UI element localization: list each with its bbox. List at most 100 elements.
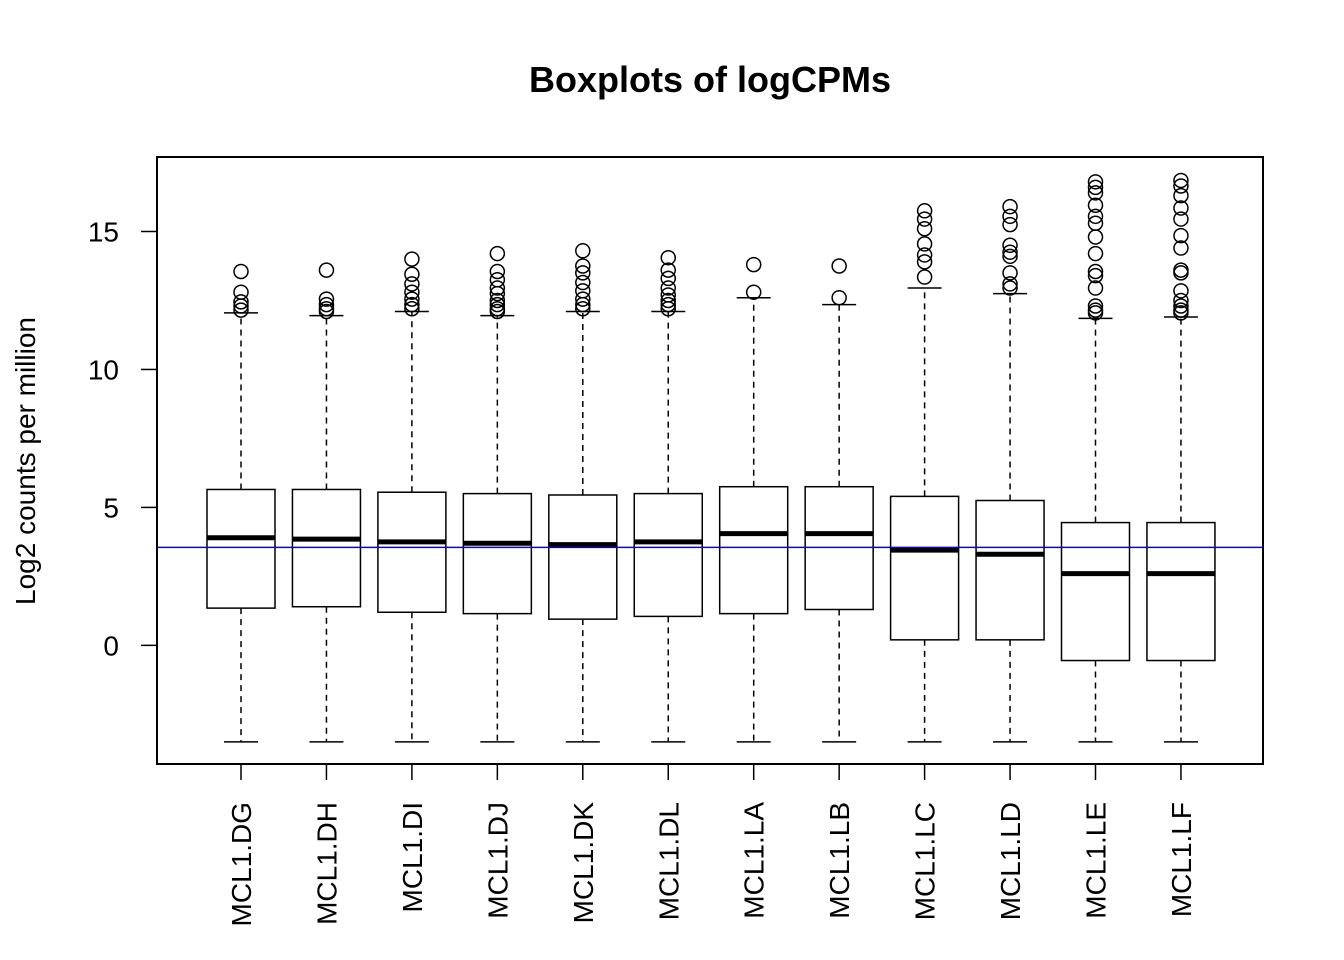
outlier-point: [489, 272, 506, 288]
category-label: MCL1.LE: [1081, 802, 1112, 919]
y-tick-label: 0: [103, 630, 119, 661]
outlier-point: [1173, 211, 1189, 227]
outlier-point: [745, 284, 762, 300]
outlier-point: [916, 220, 933, 237]
outlier-point: [233, 302, 249, 318]
outlier-point: [1087, 263, 1104, 280]
outlier-point: [1002, 198, 1018, 215]
outlier-point: [1173, 227, 1189, 244]
outlier-point: [489, 292, 506, 309]
box-mcl1-dl: [633, 249, 703, 743]
outlier-point: [489, 301, 506, 317]
outlier-point: [1087, 174, 1104, 190]
box-mcl1-dh: [291, 262, 362, 743]
outlier-point: [660, 280, 676, 296]
outlier-point: [575, 301, 591, 317]
outlier-point: [1173, 298, 1189, 314]
outlier-point: [489, 263, 506, 280]
box-body: [377, 491, 447, 614]
outlier-point: [489, 296, 506, 313]
outlier-point: [916, 211, 933, 227]
outlier-point: [916, 203, 933, 219]
outlier-point: [1087, 245, 1104, 262]
outlier-point: [575, 274, 591, 291]
outlier-point: [1087, 280, 1104, 296]
outlier-point: [1173, 292, 1189, 309]
box-mcl1-dg: [206, 263, 276, 743]
outlier-point: [575, 258, 591, 274]
outlier-point: [575, 283, 591, 299]
category-label: MCL1.DK: [568, 802, 599, 924]
outlier-point: [575, 291, 591, 307]
category-label: MCL1.DL: [653, 802, 684, 920]
y-tick-label: 5: [103, 492, 119, 523]
outlier-point: [1173, 200, 1189, 216]
y-axis: 0 5 10 15: [88, 216, 157, 661]
outlier-point: [489, 245, 506, 262]
outlier-point: [1087, 267, 1104, 284]
outlier-point: [489, 280, 506, 296]
outlier-point: [1173, 262, 1189, 278]
outlier-point: [1173, 302, 1189, 318]
outlier-point: [745, 256, 762, 273]
y-tick-label: 15: [88, 216, 119, 247]
outlier-point: [831, 258, 847, 274]
outlier-point: [318, 262, 335, 278]
box-mcl1-di: [377, 251, 447, 743]
outlier-point: [318, 291, 335, 307]
outlier-point: [1087, 185, 1104, 201]
outlier-point: [1002, 208, 1018, 225]
outlier-point: [1002, 216, 1018, 233]
box-group: [206, 172, 1216, 743]
outlier-point: [1002, 280, 1018, 296]
box-body: [1060, 521, 1131, 662]
box-mcl1-lf: [1146, 172, 1216, 743]
outlier-point: [318, 301, 335, 317]
category-label: MCL1.DI: [397, 802, 428, 912]
box-body: [889, 495, 960, 641]
outlier-point: [575, 265, 591, 281]
outlier-point: [1002, 265, 1018, 281]
box-body: [1146, 521, 1216, 662]
y-axis-label: Log2 counts per million: [10, 317, 41, 605]
category-label: MCL1.LB: [824, 802, 855, 919]
outlier-point: [1087, 302, 1104, 318]
outlier-point: [1087, 298, 1104, 314]
box-mcl1-lb: [804, 258, 874, 743]
outlier-point: [660, 249, 676, 266]
outlier-point: [1173, 178, 1189, 194]
outlier-point: [1002, 248, 1018, 265]
outlier-point: [1002, 244, 1018, 260]
outlier-point: [916, 254, 933, 270]
outlier-point: [1173, 283, 1189, 299]
outlier-point: [916, 236, 933, 252]
outlier-point: [404, 296, 420, 313]
box-body: [462, 492, 533, 615]
chart-title: Boxplots of logCPMs: [529, 59, 891, 100]
outlier-point: [404, 284, 420, 300]
outlier-point: [1087, 215, 1104, 231]
category-label: MCL1.LA: [739, 802, 770, 919]
box-body: [633, 492, 703, 618]
category-label: MCL1.DG: [226, 802, 257, 926]
outlier-point: [660, 296, 676, 313]
outlier-point: [1002, 237, 1018, 254]
outlier-point: [1087, 197, 1104, 214]
outlier-point: [233, 284, 249, 300]
category-label: MCL1.LC: [910, 802, 941, 920]
box-mcl1-dj: [462, 245, 533, 743]
outlier-point: [575, 243, 591, 259]
box-body: [206, 488, 276, 609]
category-label: MCL1.LF: [1166, 802, 1197, 917]
outlier-point: [318, 296, 335, 313]
outlier-point: [1173, 240, 1189, 256]
x-axis: MCL1.DG MCL1.DH MCL1.DI MCL1.DJ MCL1.DK MCL1.…: [226, 764, 1197, 926]
outlier-point: [404, 251, 420, 267]
outlier-point: [660, 292, 676, 309]
category-label: MCL1.DJ: [482, 802, 513, 919]
outlier-point: [1087, 208, 1104, 225]
box-mcl1-ld: [975, 198, 1045, 743]
outlier-point: [1087, 179, 1104, 196]
outlier-point: [1173, 172, 1189, 189]
